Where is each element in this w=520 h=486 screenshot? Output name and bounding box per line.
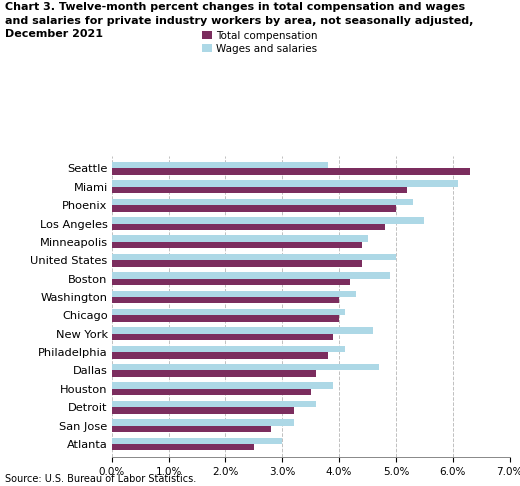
Bar (112, 278, 350, 285)
Bar (112, 364, 379, 370)
Bar (112, 407, 294, 414)
Bar (112, 389, 311, 395)
Bar (112, 199, 413, 205)
Text: Source: U.S. Bureau of Labor Statistics.: Source: U.S. Bureau of Labor Statistics. (5, 473, 197, 484)
Bar (112, 327, 373, 334)
Bar (112, 370, 316, 377)
Bar (112, 162, 328, 168)
Bar (112, 260, 362, 267)
Bar (112, 254, 396, 260)
Bar (112, 382, 333, 389)
Bar (112, 235, 368, 242)
Bar (112, 187, 407, 193)
Bar (112, 437, 282, 444)
Bar (112, 444, 254, 451)
Bar (112, 291, 356, 297)
Text: and salaries for private industry workers by area, not seasonally adjusted,: and salaries for private industry worker… (5, 16, 474, 26)
Bar (112, 272, 390, 278)
Bar (112, 242, 362, 248)
Bar (112, 352, 328, 359)
Bar (112, 426, 271, 432)
Bar (112, 297, 339, 303)
Bar (112, 309, 345, 315)
Bar (112, 419, 294, 426)
Legend: Total compensation, Wages and salaries: Total compensation, Wages and salaries (198, 27, 322, 58)
Bar (112, 168, 470, 175)
Bar (112, 205, 396, 211)
Text: Chart 3. Twelve-month percent changes in total compensation and wages: Chart 3. Twelve-month percent changes in… (5, 2, 465, 13)
Bar (112, 334, 333, 340)
Bar (112, 346, 345, 352)
Text: December 2021: December 2021 (5, 29, 103, 39)
Bar (112, 180, 459, 187)
Bar (112, 224, 385, 230)
Bar (112, 217, 424, 224)
Bar (112, 401, 316, 407)
Bar (112, 315, 339, 322)
